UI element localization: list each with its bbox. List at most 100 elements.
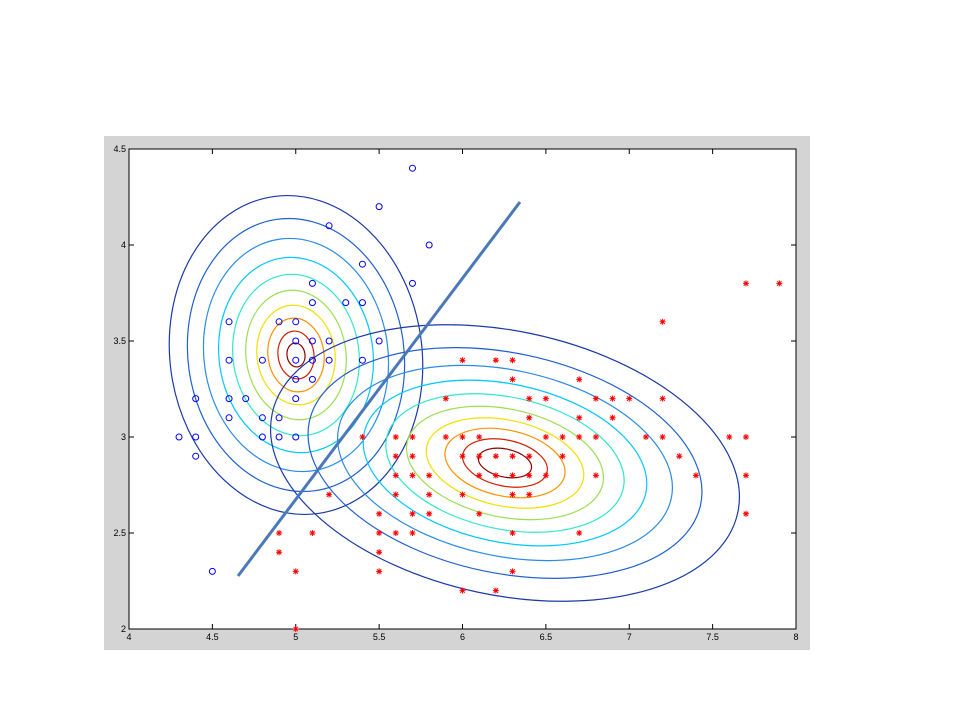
point xyxy=(659,434,666,440)
point xyxy=(358,260,366,268)
point xyxy=(292,337,300,345)
point xyxy=(509,472,516,479)
point xyxy=(225,395,233,403)
point xyxy=(309,530,316,536)
point xyxy=(225,414,233,422)
point xyxy=(576,376,583,383)
point xyxy=(192,433,200,441)
point xyxy=(492,587,499,594)
point xyxy=(609,414,616,421)
x-tick-label: 6.5 xyxy=(540,632,553,642)
contour-group-1 xyxy=(168,194,424,516)
point xyxy=(476,453,483,460)
point xyxy=(308,337,316,345)
point xyxy=(459,587,466,594)
point xyxy=(576,530,583,536)
point xyxy=(459,453,466,460)
point xyxy=(426,491,433,498)
point xyxy=(276,549,283,556)
contours xyxy=(168,194,741,602)
point xyxy=(526,453,533,460)
point xyxy=(409,510,416,517)
point xyxy=(208,567,216,575)
point xyxy=(742,472,749,479)
point xyxy=(409,434,416,440)
point xyxy=(509,357,516,364)
point xyxy=(292,356,300,364)
point xyxy=(509,491,516,498)
point xyxy=(292,626,299,632)
point xyxy=(592,395,599,402)
point xyxy=(376,568,383,575)
point xyxy=(726,434,733,440)
point xyxy=(276,530,283,536)
point xyxy=(376,549,383,556)
x-tick-label: 5 xyxy=(293,632,298,642)
y-tick-label: 2 xyxy=(121,624,126,634)
point xyxy=(492,357,499,364)
x-tick-label: 8 xyxy=(793,632,798,642)
point xyxy=(576,434,583,440)
point xyxy=(392,434,399,440)
contour xyxy=(277,330,315,380)
point xyxy=(408,279,416,287)
point xyxy=(358,299,366,307)
point xyxy=(592,434,599,440)
point xyxy=(526,491,533,498)
point xyxy=(526,472,533,479)
point xyxy=(325,337,333,345)
point xyxy=(292,395,300,403)
point xyxy=(308,299,316,307)
contour xyxy=(336,364,674,562)
x-tick-label: 5.5 xyxy=(373,632,386,642)
point xyxy=(776,280,783,287)
point xyxy=(509,376,516,383)
point xyxy=(258,433,266,441)
point xyxy=(659,318,666,325)
point xyxy=(742,280,749,287)
point xyxy=(292,375,300,383)
point xyxy=(308,375,316,383)
y-tick-label: 2.5 xyxy=(113,528,126,538)
contour xyxy=(186,217,406,493)
point xyxy=(509,530,516,536)
x-tick-label: 4 xyxy=(126,632,131,642)
point xyxy=(476,434,483,440)
y-tick-label: 3 xyxy=(121,432,126,442)
point xyxy=(225,356,233,364)
decision-boundary xyxy=(236,201,522,577)
point xyxy=(392,530,399,536)
point xyxy=(692,472,699,479)
point xyxy=(376,510,383,517)
point xyxy=(375,337,383,345)
point xyxy=(526,414,533,421)
contour xyxy=(362,379,648,547)
point xyxy=(659,395,666,402)
contour xyxy=(256,304,336,406)
contour xyxy=(425,417,585,509)
y-tick-label: 3.5 xyxy=(113,336,126,346)
point xyxy=(542,434,549,440)
point xyxy=(409,472,416,479)
point xyxy=(275,433,283,441)
contour xyxy=(202,237,390,473)
point xyxy=(509,453,516,460)
point xyxy=(492,453,499,460)
point xyxy=(292,568,299,575)
contour xyxy=(286,342,306,368)
point xyxy=(559,453,566,460)
point xyxy=(325,356,333,364)
point xyxy=(459,357,466,364)
contour xyxy=(245,289,347,421)
point xyxy=(258,414,266,422)
point xyxy=(609,395,616,402)
point xyxy=(359,434,366,440)
point xyxy=(425,241,433,249)
contour xyxy=(385,393,625,533)
point xyxy=(225,318,233,326)
point xyxy=(392,472,399,479)
point xyxy=(275,414,283,422)
point xyxy=(509,568,516,575)
point xyxy=(325,222,333,230)
